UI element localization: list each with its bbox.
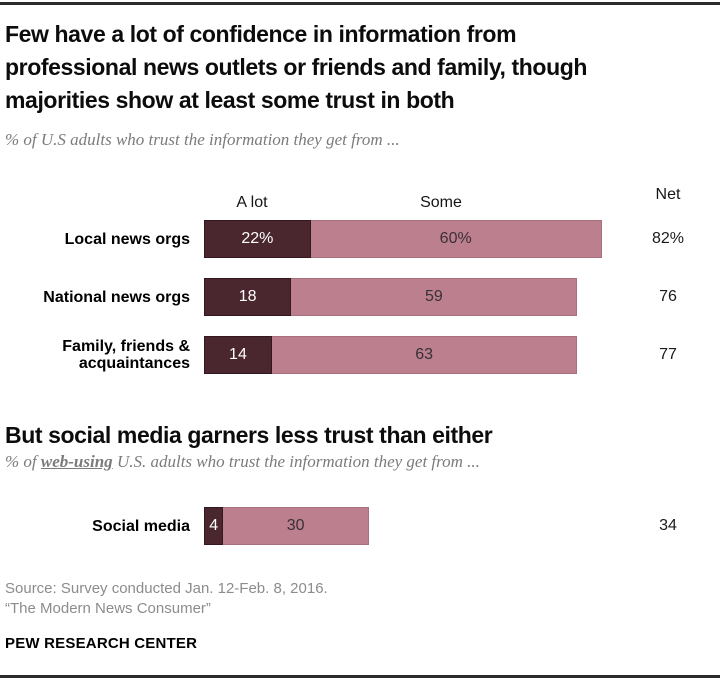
- bar-segment-a-lot: 18: [204, 278, 292, 316]
- bar-segment-a-lot: 22%: [204, 220, 311, 258]
- section2-subtitle: % of web-using U.S. adults who trust the…: [5, 452, 705, 472]
- net-value: 82%: [651, 230, 685, 247]
- row-label: Local news orgs: [64, 230, 190, 248]
- bar-segment-some: 63: [271, 336, 578, 374]
- chart-row: Family, friends & acquaintances 14 63 77: [0, 336, 720, 374]
- stacked-bar: 18 59: [204, 278, 578, 316]
- source-line: Source: Survey conducted Jan. 12-Feb. 8,…: [5, 580, 328, 597]
- chart-row: Local news orgs 22% 60% 82%: [0, 220, 720, 258]
- chart-row: Social media 4 30 34: [0, 507, 720, 545]
- section2-title: But social media garners less trust than…: [5, 422, 493, 448]
- column-header-net: Net: [655, 186, 681, 203]
- org-name: PEW RESEARCH CENTER: [5, 635, 198, 652]
- net-value: 77: [659, 346, 677, 363]
- chart-subtitle: % of U.S adults who trust the informatio…: [5, 130, 400, 149]
- subtitle2-suffix: U.S. adults who trust the information th…: [112, 452, 480, 471]
- net-value: 34: [659, 517, 677, 534]
- bar-segment-some: 60%: [310, 220, 602, 258]
- bar-segment-a-lot: 14: [204, 336, 272, 374]
- bottom-rule: [0, 675, 720, 678]
- row-label: National news orgs: [43, 288, 190, 306]
- column-header-a-lot: A lot: [236, 194, 268, 211]
- bar-segment-a-lot: 4: [204, 507, 224, 545]
- row-label: Social media: [92, 517, 190, 535]
- chart-title: Few have a lot of confidence in informat…: [5, 21, 588, 113]
- source-title-line: “The Modern News Consumer”: [5, 600, 211, 617]
- subtitle2-prefix: % of: [5, 452, 41, 471]
- stacked-bar: 22% 60%: [204, 220, 602, 258]
- column-header-some: Some: [420, 194, 462, 211]
- stacked-bar: 4 30: [204, 507, 369, 545]
- top-rule: [0, 2, 720, 5]
- row-label: Family, friends & acquaintances: [62, 338, 190, 372]
- stacked-bar: 14 63: [204, 336, 578, 374]
- subtitle2-web-using: web-using: [40, 452, 113, 471]
- chart-row: National news orgs 18 59 76: [0, 278, 720, 316]
- bar-segment-some: 59: [291, 278, 578, 316]
- bar-segment-some: 30: [223, 507, 369, 545]
- net-value: 76: [659, 288, 677, 305]
